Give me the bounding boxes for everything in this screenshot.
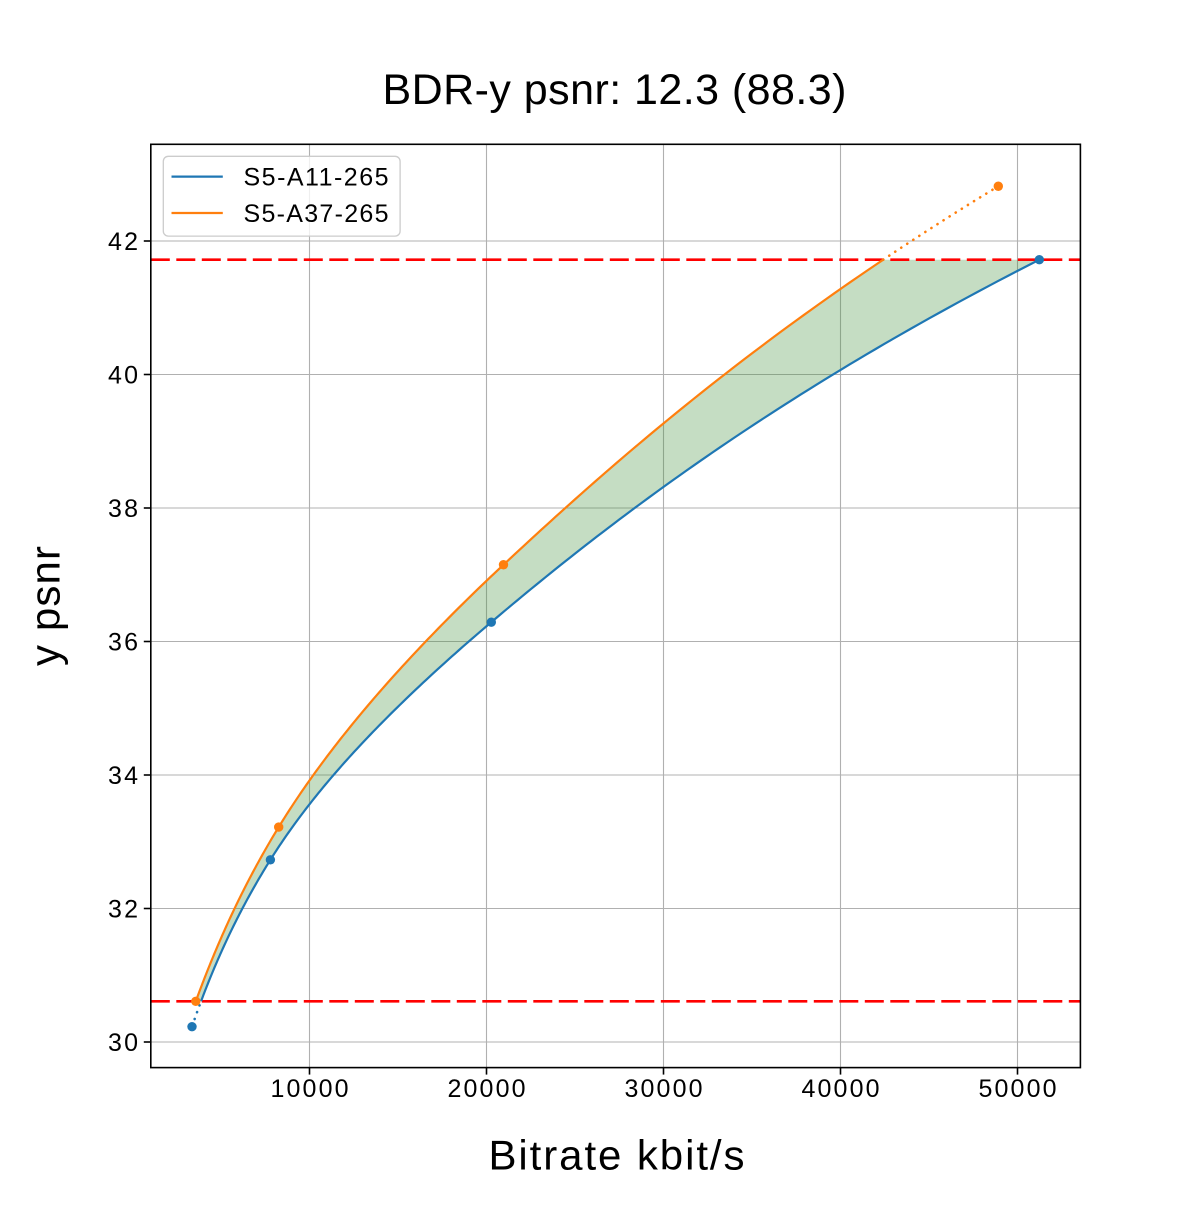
svg-text:30000: 30000 bbox=[625, 1075, 703, 1103]
svg-text:50000: 50000 bbox=[979, 1075, 1057, 1103]
svg-text:S5-A11-265: S5-A11-265 bbox=[244, 164, 389, 192]
svg-text:y psnr: y psnr bbox=[22, 546, 69, 666]
svg-text:BDR-y psnr: 12.3 (88.3): BDR-y psnr: 12.3 (88.3) bbox=[383, 66, 847, 114]
svg-text:40000: 40000 bbox=[802, 1075, 880, 1103]
svg-text:Bitrate kbit/s: Bitrate kbit/s bbox=[489, 1131, 745, 1178]
svg-text:20000: 20000 bbox=[448, 1075, 526, 1103]
svg-text:S5-A37-265: S5-A37-265 bbox=[244, 200, 389, 228]
svg-text:10000: 10000 bbox=[271, 1075, 349, 1103]
